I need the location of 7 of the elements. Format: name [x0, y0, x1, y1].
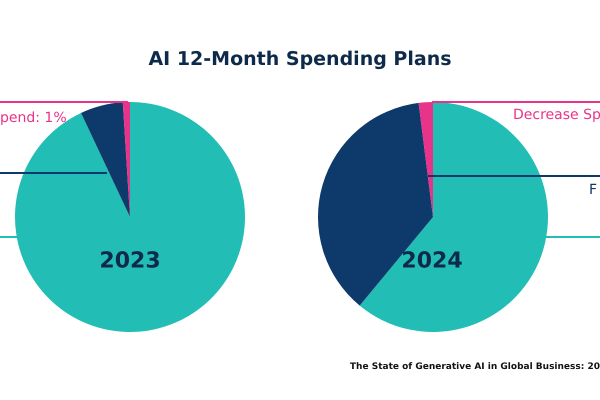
text: 2024	[401, 248, 463, 274]
text: AI 12-Month Spending Plans	[147, 48, 453, 70]
text: 2023	[99, 248, 161, 274]
text: pend: 1%	[0, 110, 67, 126]
text: F	[589, 182, 598, 198]
text: The State of Generative AI in Global Business: 20	[350, 362, 600, 372]
text: Decrease Sp	[513, 107, 600, 123]
